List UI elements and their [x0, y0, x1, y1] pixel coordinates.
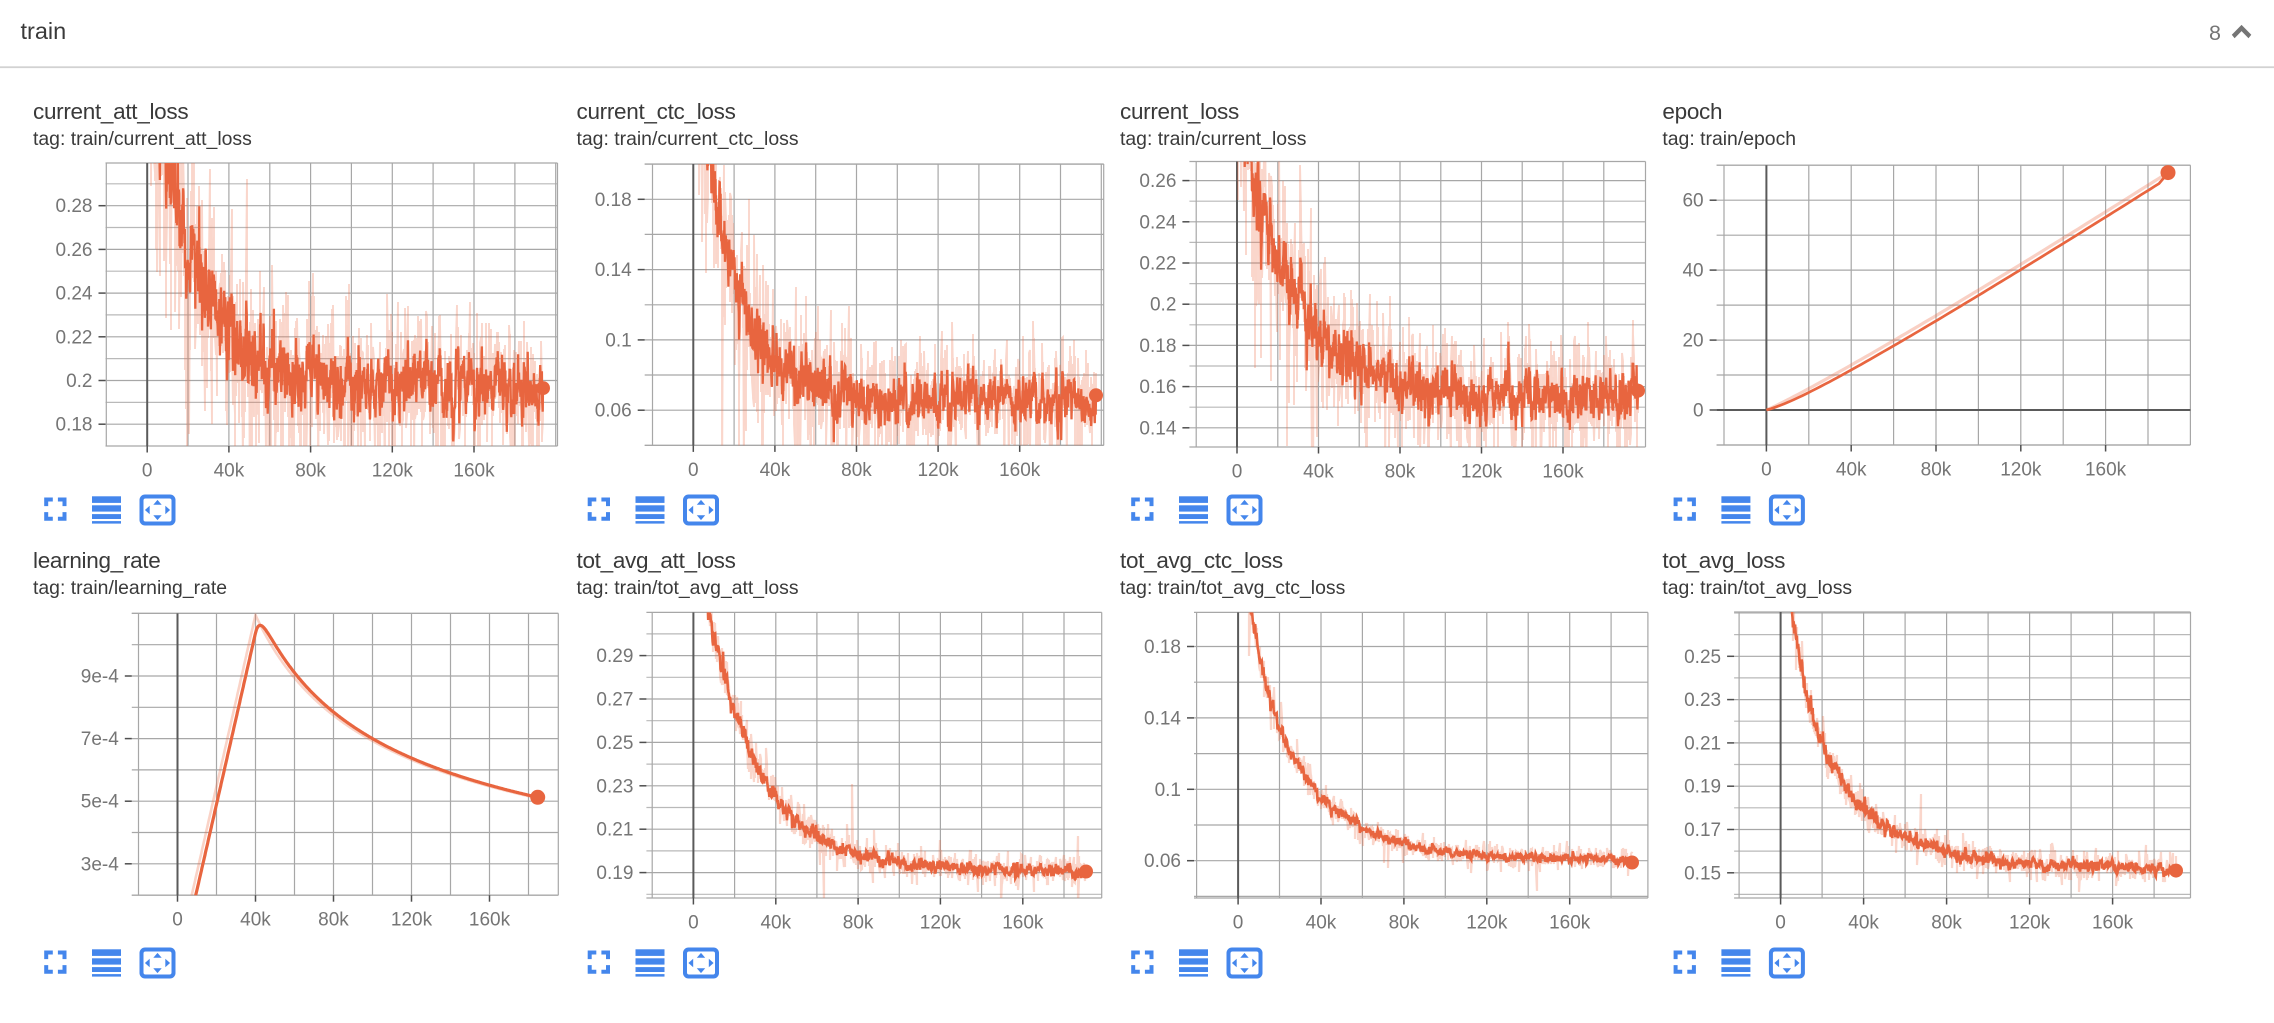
svg-text:current_ctc_loss: current_ctc_loss — [577, 99, 736, 124]
svg-text:40k: 40k — [1303, 462, 1334, 483]
svg-text:7e-4: 7e-4 — [81, 729, 119, 750]
svg-text:120k: 120k — [1466, 913, 1508, 934]
svg-text:80k: 80k — [1389, 913, 1420, 934]
svg-text:120k: 120k — [2000, 460, 2042, 481]
svg-text:160k: 160k — [453, 461, 495, 482]
svg-text:80k: 80k — [841, 460, 872, 481]
svg-text:0.27: 0.27 — [596, 690, 633, 711]
svg-text:current_loss: current_loss — [1120, 99, 1239, 124]
svg-text:5e-4: 5e-4 — [81, 792, 119, 813]
svg-text:0: 0 — [1693, 401, 1704, 422]
svg-text:0.25: 0.25 — [1684, 647, 1721, 668]
svg-text:40: 40 — [1682, 261, 1703, 282]
svg-text:tot_avg_ctc_loss: tot_avg_ctc_loss — [1120, 548, 1283, 573]
svg-text:0.18: 0.18 — [56, 415, 93, 436]
svg-text:train: train — [21, 18, 67, 44]
svg-text:120k: 120k — [372, 461, 414, 482]
svg-text:tag: train/current_loss: tag: train/current_loss — [1120, 128, 1306, 150]
svg-text:tot_avg_loss: tot_avg_loss — [1662, 548, 1785, 573]
svg-text:80k: 80k — [843, 913, 874, 934]
svg-text:40k: 40k — [240, 910, 271, 931]
svg-text:60: 60 — [1682, 191, 1703, 212]
svg-text:0: 0 — [142, 461, 153, 482]
svg-text:0.21: 0.21 — [1684, 733, 1721, 754]
svg-text:80k: 80k — [295, 461, 326, 482]
svg-text:tag: train/current_att_loss: tag: train/current_att_loss — [33, 128, 252, 150]
svg-text:40k: 40k — [1836, 460, 1867, 481]
svg-text:120k: 120k — [1461, 462, 1503, 483]
svg-text:0.21: 0.21 — [596, 820, 633, 841]
svg-text:0: 0 — [688, 913, 699, 934]
svg-text:0.19: 0.19 — [1684, 777, 1721, 798]
svg-text:120k: 120k — [917, 460, 959, 481]
svg-text:0: 0 — [1233, 913, 1244, 934]
svg-text:epoch: epoch — [1662, 99, 1722, 124]
svg-text:160k: 160k — [999, 460, 1041, 481]
svg-text:0: 0 — [1775, 913, 1786, 934]
svg-text:0: 0 — [1232, 462, 1243, 483]
svg-text:40k: 40k — [214, 461, 245, 482]
svg-text:0.16: 0.16 — [1139, 377, 1176, 398]
svg-text:40k: 40k — [760, 460, 791, 481]
svg-text:120k: 120k — [2009, 913, 2051, 934]
svg-text:0.14: 0.14 — [1144, 708, 1181, 729]
svg-text:0.18: 0.18 — [1139, 336, 1176, 357]
svg-text:0.26: 0.26 — [1139, 171, 1176, 192]
svg-text:tot_avg_att_loss: tot_avg_att_loss — [577, 548, 736, 573]
svg-text:80k: 80k — [1931, 913, 1962, 934]
svg-text:tag: train/epoch: tag: train/epoch — [1662, 128, 1796, 150]
svg-text:160k: 160k — [2085, 460, 2127, 481]
svg-text:160k: 160k — [1542, 462, 1584, 483]
svg-text:3e-4: 3e-4 — [81, 854, 119, 875]
svg-text:0.23: 0.23 — [596, 776, 633, 797]
svg-text:0.28: 0.28 — [56, 196, 93, 217]
svg-text:0.18: 0.18 — [595, 190, 632, 211]
svg-text:0.26: 0.26 — [56, 240, 93, 261]
svg-text:40k: 40k — [760, 913, 791, 934]
svg-text:80k: 80k — [1921, 460, 1952, 481]
svg-text:tag: train/tot_avg_att_loss: tag: train/tot_avg_att_loss — [577, 577, 799, 599]
svg-text:0.29: 0.29 — [596, 646, 633, 667]
svg-text:0.17: 0.17 — [1684, 820, 1721, 841]
svg-text:0: 0 — [1761, 460, 1772, 481]
svg-text:0: 0 — [688, 460, 699, 481]
svg-text:0.24: 0.24 — [1139, 212, 1176, 233]
svg-text:0.22: 0.22 — [56, 327, 93, 348]
svg-text:160k: 160k — [1549, 913, 1591, 934]
svg-text:80k: 80k — [318, 910, 349, 931]
svg-text:160k: 160k — [2092, 913, 2134, 934]
svg-text:0.06: 0.06 — [595, 401, 632, 422]
svg-text:0.25: 0.25 — [596, 733, 633, 754]
svg-text:120k: 120k — [920, 913, 962, 934]
svg-text:tag: train/tot_avg_ctc_loss: tag: train/tot_avg_ctc_loss — [1120, 577, 1345, 599]
svg-text:current_att_loss: current_att_loss — [33, 99, 188, 124]
svg-text:0.06: 0.06 — [1144, 851, 1181, 872]
svg-text:8: 8 — [2209, 21, 2221, 45]
svg-text:0.15: 0.15 — [1684, 863, 1721, 884]
svg-text:0.19: 0.19 — [596, 863, 633, 884]
svg-text:tag: train/tot_avg_loss: tag: train/tot_avg_loss — [1662, 577, 1852, 599]
svg-text:160k: 160k — [1002, 913, 1044, 934]
svg-text:9e-4: 9e-4 — [81, 667, 119, 688]
svg-text:0.2: 0.2 — [1150, 295, 1176, 316]
svg-text:40k: 40k — [1848, 913, 1879, 934]
svg-text:20: 20 — [1682, 331, 1703, 352]
svg-text:80k: 80k — [1385, 462, 1416, 483]
svg-text:tag: train/current_ctc_loss: tag: train/current_ctc_loss — [577, 128, 799, 150]
svg-text:0.14: 0.14 — [595, 260, 632, 281]
svg-text:0.1: 0.1 — [1155, 780, 1181, 801]
svg-text:0.18: 0.18 — [1144, 637, 1181, 658]
svg-text:0.2: 0.2 — [66, 371, 92, 392]
svg-text:40k: 40k — [1306, 913, 1337, 934]
svg-text:0: 0 — [172, 910, 183, 931]
svg-text:learning_rate: learning_rate — [33, 548, 160, 573]
svg-text:120k: 120k — [391, 910, 433, 931]
svg-text:0.1: 0.1 — [605, 330, 631, 351]
svg-text:0.24: 0.24 — [56, 284, 93, 305]
svg-text:0.23: 0.23 — [1684, 690, 1721, 711]
svg-text:160k: 160k — [469, 910, 511, 931]
svg-text:tag: train/learning_rate: tag: train/learning_rate — [33, 577, 227, 599]
svg-text:0.22: 0.22 — [1139, 254, 1176, 275]
svg-text:0.14: 0.14 — [1139, 418, 1176, 439]
